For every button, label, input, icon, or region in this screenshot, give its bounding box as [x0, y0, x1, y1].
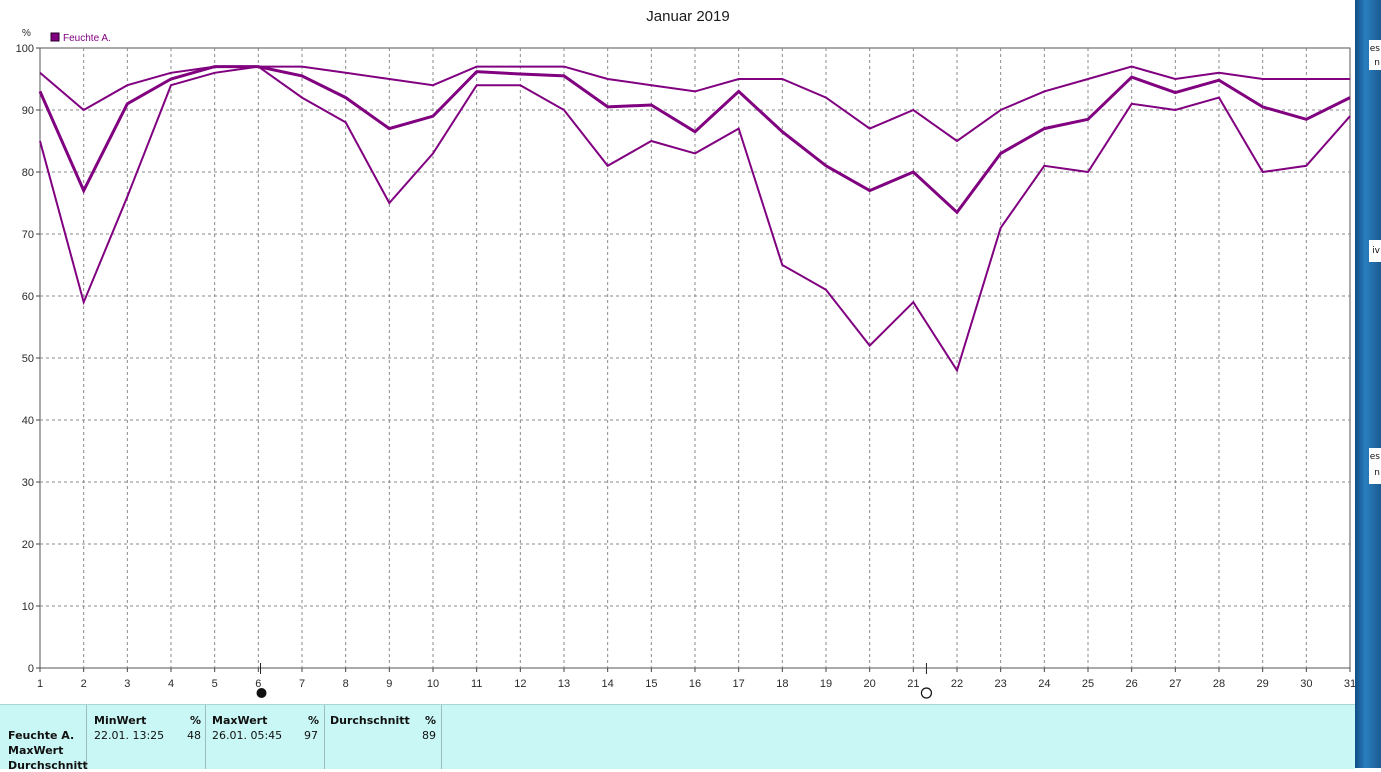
y-tick-label: 10: [22, 601, 34, 613]
x-tick-label: 18: [776, 678, 788, 690]
x-tick-label: 19: [820, 678, 832, 690]
y-tick-label: 20: [22, 539, 34, 551]
x-tick-label: 30: [1300, 678, 1312, 690]
x-tick-label: 23: [995, 678, 1007, 690]
x-tick-label: 3: [124, 678, 130, 690]
series-group: [38, 65, 1351, 373]
x-tick-label: 4: [168, 678, 174, 690]
x-tick-label: 11: [471, 678, 482, 690]
series-line: [39, 65, 1351, 373]
min-value: 48: [187, 729, 201, 742]
legend-swatch: [50, 32, 60, 42]
max-date: 26.01. 05:45: [212, 729, 283, 742]
x-tick-label: 29: [1257, 678, 1269, 690]
chart-title: Januar 2019: [646, 8, 729, 25]
edge-text-fragment: es: [1369, 44, 1380, 54]
x-axis-ticks: 1 2 3 4 5 6 7 8 9 10 11 12 13 14 15 16 17 18 19 20 21 22 23 24 2…: [37, 668, 1355, 690]
y-tick-label: 80: [22, 167, 34, 179]
y-axis-unit: %: [22, 28, 31, 39]
x-tick-label: 20: [864, 678, 876, 690]
grid: [40, 48, 1350, 668]
x-tick-label: 26: [1126, 678, 1138, 690]
x-tick-label: 15: [645, 678, 657, 690]
x-tick-label: 8: [343, 678, 349, 690]
avg-unit: %: [425, 714, 437, 727]
y-axis-ticks: 0 10 20 30 40 50 60 70 80 90 100: [16, 43, 40, 675]
x-tick-label: 14: [602, 678, 614, 690]
x-tick-label: 24: [1038, 678, 1050, 690]
x-tick-label: 1: [37, 678, 43, 690]
y-tick-label: 70: [22, 229, 34, 241]
x-tick-label: 7: [299, 678, 305, 690]
x-tick-label: 16: [689, 678, 701, 690]
y-tick-label: 30: [22, 477, 34, 489]
y-tick-label: 50: [22, 353, 34, 365]
x-tick-label: 9: [386, 678, 392, 690]
max-value: 97: [304, 729, 318, 742]
x-tick-label: 28: [1213, 678, 1225, 690]
x-tick-label: 21: [907, 678, 919, 690]
x-tick-label: 27: [1169, 678, 1181, 690]
avg-value: 89: [422, 729, 436, 742]
open-circle-icon: [920, 687, 933, 699]
min-header: MinWert: [94, 714, 147, 727]
x-tick-label: 5: [212, 678, 218, 690]
filled-circle-icon: [256, 688, 267, 698]
x-tick-label: 10: [427, 678, 439, 690]
y-tick-label: 100: [16, 43, 34, 55]
x-tick-label: 31: [1344, 678, 1355, 690]
x-tick-label: 22: [951, 678, 963, 690]
row-label-avg: Durchschnitt: [8, 759, 88, 772]
x-tick-label: 13: [558, 678, 570, 690]
row-label-max: MaxWert: [8, 744, 64, 757]
max-unit: %: [308, 714, 320, 727]
y-tick-label: 60: [22, 291, 34, 303]
markers-group: [256, 663, 933, 699]
max-column: MaxWert % 26.01. 05:45 97: [205, 705, 325, 769]
min-date: 22.01. 13:25: [94, 729, 165, 742]
edge-text-fragment: n: [1374, 58, 1380, 68]
edge-text-fragment: iv: [1372, 246, 1380, 256]
x-tick-label: 25: [1082, 678, 1094, 690]
y-tick-label: 40: [22, 415, 34, 427]
max-header: MaxWert: [212, 714, 268, 727]
chart: Januar 2019 % Feuchte A. 010203040506070…: [16, 8, 1355, 699]
min-unit: %: [190, 714, 202, 727]
x-tick-label: 12: [514, 678, 526, 690]
avg-header: Durchschnitt: [330, 714, 410, 727]
min-column: MinWert % 22.01. 13:25 48: [86, 705, 206, 769]
edge-text-fragment: n: [1374, 468, 1380, 478]
x-tick-label: 17: [733, 678, 745, 690]
edge-text-fragment: es: [1369, 452, 1380, 462]
y-tick-label: 90: [22, 105, 34, 117]
y-tick-label: 0: [28, 663, 34, 675]
stats-row-labels: Feuchte A. MaxWert Durchschnitt: [0, 705, 88, 772]
x-tick-label: 6: [255, 678, 261, 690]
row-label-series: Feuchte A.: [8, 729, 75, 742]
x-tick-label: 2: [81, 678, 87, 690]
avg-column: Durchschnitt % 89: [324, 705, 442, 769]
legend-label: Feuchte A.: [63, 33, 111, 44]
window-edge-strip: es n iv es n: [1355, 0, 1381, 768]
stats-panel: Feuchte A. MaxWert Durchschnitt MinWert …: [0, 704, 1355, 772]
